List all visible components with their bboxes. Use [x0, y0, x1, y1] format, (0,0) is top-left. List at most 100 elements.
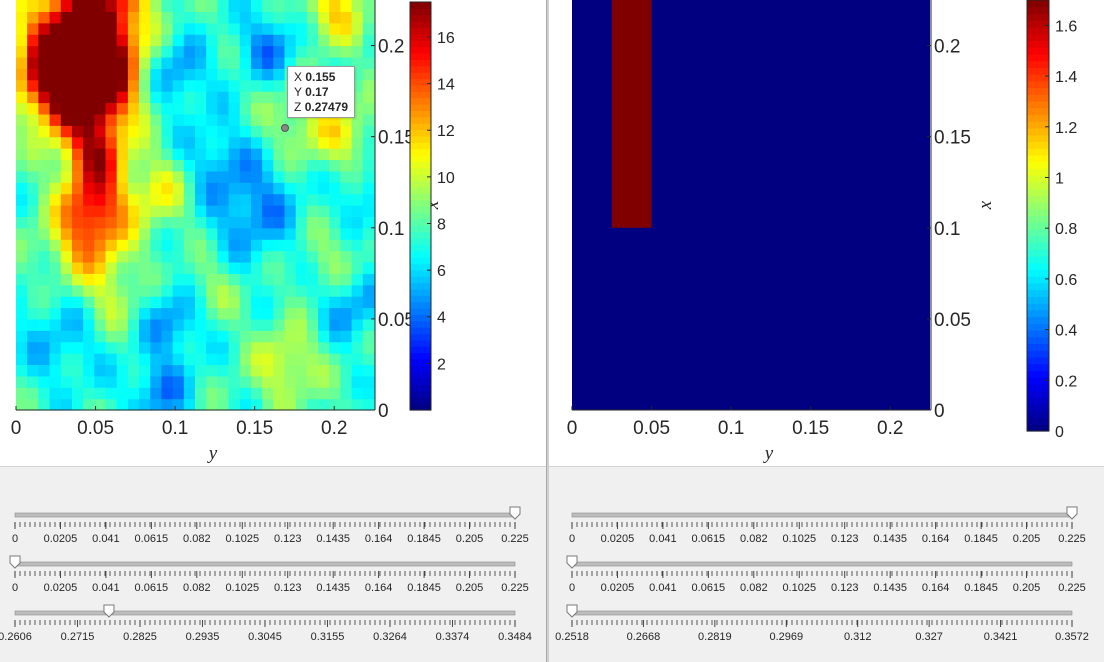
- datatip-marker[interactable]: [281, 124, 289, 132]
- heatmap-cell: [306, 375, 319, 388]
- heatmap-cell: [139, 296, 151, 309]
- colorbar-segment: [1027, 94, 1049, 102]
- heatmap-cell: [262, 102, 274, 115]
- heatmap-cell: [217, 307, 230, 320]
- heatmap-cell: [351, 375, 364, 388]
- heatmap-cell: [49, 364, 62, 377]
- heatmap-cell: [150, 68, 163, 81]
- range-slider[interactable]: 0.2606 0.2715 0.2825 0.2935 0.3045 0.3155 0.32…: [0, 604, 532, 643]
- heatmap-cell: [38, 182, 51, 195]
- heatmap-cell: [116, 68, 129, 81]
- slider-tick-label: 0.1435: [873, 582, 907, 594]
- heatmap-cell: [183, 125, 196, 138]
- heatmap-cell: [183, 11, 196, 24]
- heatmap-cell: [27, 375, 39, 388]
- heatmap-cell: [273, 398, 286, 411]
- slider-track[interactable]: [14, 610, 516, 616]
- heatmap-cell: [49, 56, 62, 69]
- heatmap-cell: [362, 239, 375, 252]
- colorbar-tick-label: 0.6: [1055, 272, 1077, 289]
- heatmap-cell: [172, 387, 185, 400]
- slider-thumb[interactable]: [566, 555, 578, 569]
- range-slider[interactable]: 0 0.0205 0.041 0.0615 0.082 0.1025 0.123 0.1435…: [569, 506, 1086, 545]
- slider-thumb[interactable]: [9, 555, 21, 569]
- heatmap-cell: [273, 227, 286, 240]
- range-slider[interactable]: 0 0.0205 0.041 0.0615 0.082 0.1025 0.123 0.1435…: [9, 555, 529, 594]
- datatip-y-value: 0.17: [305, 85, 329, 99]
- heatmap-cell: [172, 205, 185, 217]
- slider-thumb[interactable]: [509, 506, 521, 520]
- slider-thumb[interactable]: [1066, 506, 1078, 520]
- heatmap-cell: [60, 11, 73, 24]
- heatmap-image[interactable]: [16, 0, 375, 411]
- heatmap-cell: [340, 330, 353, 343]
- heatmap-cell: [239, 0, 252, 12]
- slider-track[interactable]: [14, 512, 516, 518]
- panel-divider[interactable]: [546, 0, 549, 662]
- heatmap-cell: [150, 239, 163, 252]
- heatmap-cell: [239, 284, 252, 297]
- heatmap-cell: [295, 159, 308, 172]
- slider-thumb[interactable]: [566, 604, 578, 618]
- heatmap-cell: [150, 375, 163, 388]
- heatmap-cell: [105, 136, 118, 149]
- heatmap-cell: [27, 56, 39, 69]
- heatmap-cell: [38, 261, 51, 274]
- heatmap-cell: [94, 387, 107, 400]
- heatmap-cell: [318, 193, 330, 206]
- slider-tick-label: 0.2668: [627, 631, 661, 643]
- slider-thumb[interactable]: [103, 604, 115, 618]
- heatmap-cell: [362, 273, 375, 286]
- heatmap-cell: [273, 182, 286, 195]
- heatmap-cell: [183, 307, 196, 320]
- x-tick-label: 0.2: [321, 418, 347, 439]
- slider-track[interactable]: [14, 561, 516, 567]
- heatmap-cell: [38, 170, 51, 183]
- slider-track[interactable]: [571, 561, 1073, 567]
- heatmap-cell: [351, 182, 364, 195]
- heatmap-cell: [228, 353, 241, 366]
- heatmap-cell: [306, 56, 319, 69]
- heatmap-cell: [83, 148, 95, 161]
- heatmap-cell: [228, 273, 241, 286]
- heatmap-cell: [295, 398, 308, 411]
- left-plot[interactable]: 0 0.05 0.1 0.15 0.2 0 0.05 0.1 0.15 0.2 y x 2 4 6 8 10 12…: [0, 0, 546, 466]
- range-slider[interactable]: 0 0.0205 0.041 0.0615 0.082 0.1025 0.123 0.1435…: [566, 555, 1086, 594]
- heatmap-cell: [318, 330, 330, 343]
- heatmap-cell: [318, 273, 330, 286]
- heatmap-cell: [306, 239, 319, 252]
- heatmap-cell: [49, 34, 62, 47]
- colorbar[interactable]: 2 4 6 8 10 12 14 16: [409, 1, 455, 411]
- heatmap-cell: [329, 125, 342, 138]
- heatmap-cell: [340, 375, 353, 388]
- heatmap-cell: [228, 22, 241, 35]
- range-slider[interactable]: 0.2518 0.2668 0.2819 0.2969 0.312 0.327 0.3421…: [555, 604, 1089, 643]
- heatmap-cell: [239, 341, 252, 354]
- colorbar-tick-label: 4: [437, 310, 446, 327]
- colorbar-segment: [1027, 53, 1049, 62]
- heatmap-cell: [183, 79, 196, 92]
- heatmap-cell: [351, 45, 364, 58]
- colorbar[interactable]: 0 0.2 0.4 0.6 0.8 1 1.2 1.4 1.6: [1026, 0, 1077, 441]
- heatmap-cell: [306, 341, 319, 354]
- colorbar-segment: [1027, 343, 1049, 351]
- heatmap-cell: [83, 159, 95, 172]
- heatmap-cell: [273, 159, 286, 172]
- y-axis-label: x: [975, 200, 996, 210]
- heatmap-cell: [351, 136, 364, 149]
- heatmap-cell: [318, 148, 330, 161]
- y-tick-label: 0.15: [934, 128, 971, 149]
- right-plot[interactable]: 0 0.05 0.1 0.15 0.200.050.10.150.2yx00.20.40…: [549, 0, 1104, 466]
- heatmap-cell: [172, 398, 185, 411]
- datatip[interactable]: X 0.155 Y 0.17 Z 0.27479: [287, 66, 356, 118]
- heatmap-cell: [127, 261, 140, 274]
- slider-track[interactable]: [571, 512, 1073, 518]
- heatmap-cell: [362, 284, 375, 297]
- colorbar-segment: [410, 59, 431, 67]
- heatmap-cell: [16, 353, 28, 366]
- range-slider[interactable]: 0 0.0205 0.041 0.0615 0.082 0.1025 0.123 0.1435…: [12, 506, 529, 545]
- heatmap-cell: [195, 0, 207, 12]
- heatmap-cell: [139, 284, 151, 297]
- heatmap-image[interactable]: [572, 0, 930, 410]
- slider-track[interactable]: [571, 610, 1073, 616]
